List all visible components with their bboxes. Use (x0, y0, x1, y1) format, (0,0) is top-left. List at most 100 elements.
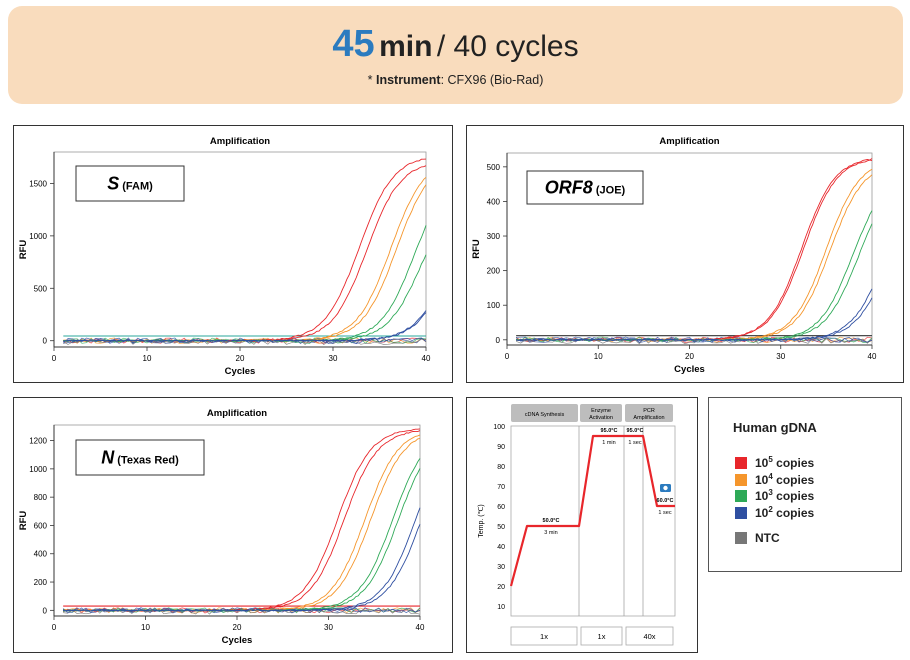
run-time-value: 45 (332, 23, 375, 65)
legend-label: NTC (755, 531, 780, 545)
x-tick-label: 0 (52, 623, 57, 632)
step-temp-label: 50.0°C (543, 518, 560, 524)
step-time-label: 1 sec (658, 510, 671, 516)
legend-swatch (735, 489, 747, 502)
legend-swatch (735, 456, 747, 469)
protocol-y-tick-label: 80 (497, 464, 505, 471)
x-tick-label: 30 (776, 352, 785, 361)
legend-item: 103 copies (735, 488, 814, 503)
protocol-y-tick-label: 100 (493, 424, 505, 431)
legend-box: Human gDNA 105 copies 104 copies 103 copie… (708, 397, 902, 572)
x-tick-label: 0 (505, 352, 510, 361)
stage-header-bg (625, 404, 673, 422)
legend-suffix: copies (772, 506, 815, 520)
baseline-trace (62, 607, 421, 614)
step-time-label: 1 min (602, 440, 615, 446)
stage-header-label: cDNA Synthesis (525, 412, 565, 418)
legend-exponent: 5 (768, 455, 773, 464)
x-axis-title: Cycles (225, 366, 256, 377)
repeat-cell (625, 626, 674, 646)
y-axis-title: RFU (18, 240, 29, 260)
cycle-count-text: / 40 cycles (436, 30, 579, 63)
x-tick-label: 30 (329, 354, 338, 363)
legend-base: 10 (755, 456, 769, 470)
amplification-chart-orf8: Amplification 0 100 200 300 400 500 0 10 20 30 40 Cy… (471, 136, 877, 375)
y-tick-label: 500 (34, 284, 48, 293)
y-axis-title: RFU (18, 511, 29, 531)
legend-base: 10 (755, 506, 769, 520)
y-tick-label: 400 (34, 550, 48, 559)
protocol-y-tick-label: 70 (497, 484, 505, 491)
y-tick-label: 0 (43, 337, 48, 346)
legend-label: 103 copies (755, 488, 814, 503)
repeat-cell (580, 626, 623, 646)
protocol-y-tick-label: 60 (497, 504, 505, 511)
target-label: S (FAM) (107, 174, 153, 194)
header-banner: 45 min / 40 cycles * Instrument: CFX96 (… (8, 6, 903, 104)
chart-title: Amplification (210, 136, 270, 147)
x-axis-title: Cycles (222, 635, 253, 646)
y-tick-label: 100 (487, 301, 501, 310)
stage-header-label: PCR (643, 408, 655, 414)
amplification-curve (516, 210, 873, 341)
amplification-curve (516, 288, 873, 341)
legend-item: 102 copies (735, 505, 814, 520)
target-label: N (Texas Red) (101, 448, 179, 468)
amplification-curve (63, 225, 427, 342)
stage-header-bg (580, 404, 622, 422)
step-time-label: 1 sec (628, 440, 641, 446)
amplification-curve (63, 310, 427, 342)
protocol-y-tick-label: 40 (497, 544, 505, 551)
x-tick-label: 40 (416, 623, 425, 632)
y-tick-label: 0 (496, 336, 501, 345)
legend-base: 10 (755, 489, 769, 503)
legend-exponent: 4 (768, 472, 773, 481)
stage-header-label: Amplification (633, 415, 664, 421)
y-tick-label: 1000 (29, 465, 47, 474)
repeat-label: 1x (598, 632, 606, 641)
instrument-note: * Instrument: CFX96 (Bio-Rad) (8, 73, 903, 87)
target-dye: (JOE) (593, 185, 626, 197)
protocol-y-tick-label: 90 (497, 444, 505, 451)
legend-suffix: copies (772, 456, 815, 470)
repeat-label: 40x (643, 632, 655, 641)
x-tick-label: 10 (141, 623, 150, 632)
x-tick-label: 10 (594, 352, 603, 361)
legend-label: 104 copies (755, 472, 814, 487)
legend-exponent: 3 (768, 488, 773, 497)
target-name: ORF8 (545, 178, 593, 198)
stage-header-label: Enzyme (591, 408, 611, 414)
y-tick-label: 1500 (29, 179, 47, 188)
protocol-y-tick-label: 30 (497, 564, 505, 571)
amplification-curve (63, 184, 427, 342)
protocol-y-tick-label: 50 (497, 524, 505, 531)
legend-swatch (735, 532, 747, 544)
amplification-curve (515, 297, 873, 341)
repeat-cell (510, 626, 578, 646)
x-tick-label: 20 (236, 354, 245, 363)
x-tick-label: 40 (868, 352, 877, 361)
protocol-panel: cDNA Synthesis Enzyme Activation PCR Amplifi… (466, 397, 698, 653)
target-label-box (75, 439, 205, 476)
x-tick-label: 10 (143, 354, 152, 363)
camera-icon-lens (663, 485, 668, 491)
legend-suffix: copies (772, 489, 815, 503)
step-temp-label: 95.0°C (627, 428, 644, 434)
legend-label: 105 copies (755, 455, 814, 470)
legend-suffix: copies (772, 473, 815, 487)
legend-item: 104 copies (735, 472, 814, 487)
stage-header-bg (511, 404, 578, 422)
x-tick-label: 40 (422, 354, 431, 363)
y-tick-label: 300 (487, 232, 501, 241)
y-tick-label: 800 (34, 493, 48, 502)
amplification-chart-s: Amplification 0 500 1000 1500 0 10 20 30 40 Cycles… (18, 136, 431, 377)
legend-title: Human gDNA (733, 420, 817, 435)
target-label: ORF8 (JOE) (545, 178, 626, 198)
temperature-profile (509, 434, 675, 587)
protocol-plot-frame (510, 425, 676, 617)
protocol-y-tick-label: 10 (497, 604, 505, 611)
chart-panel-orf8: Amplification 0 100 200 300 400 500 0 10 20 30 40 Cy… (466, 125, 904, 383)
target-label-box (75, 165, 185, 202)
step-time-label: 3 min (544, 530, 557, 536)
